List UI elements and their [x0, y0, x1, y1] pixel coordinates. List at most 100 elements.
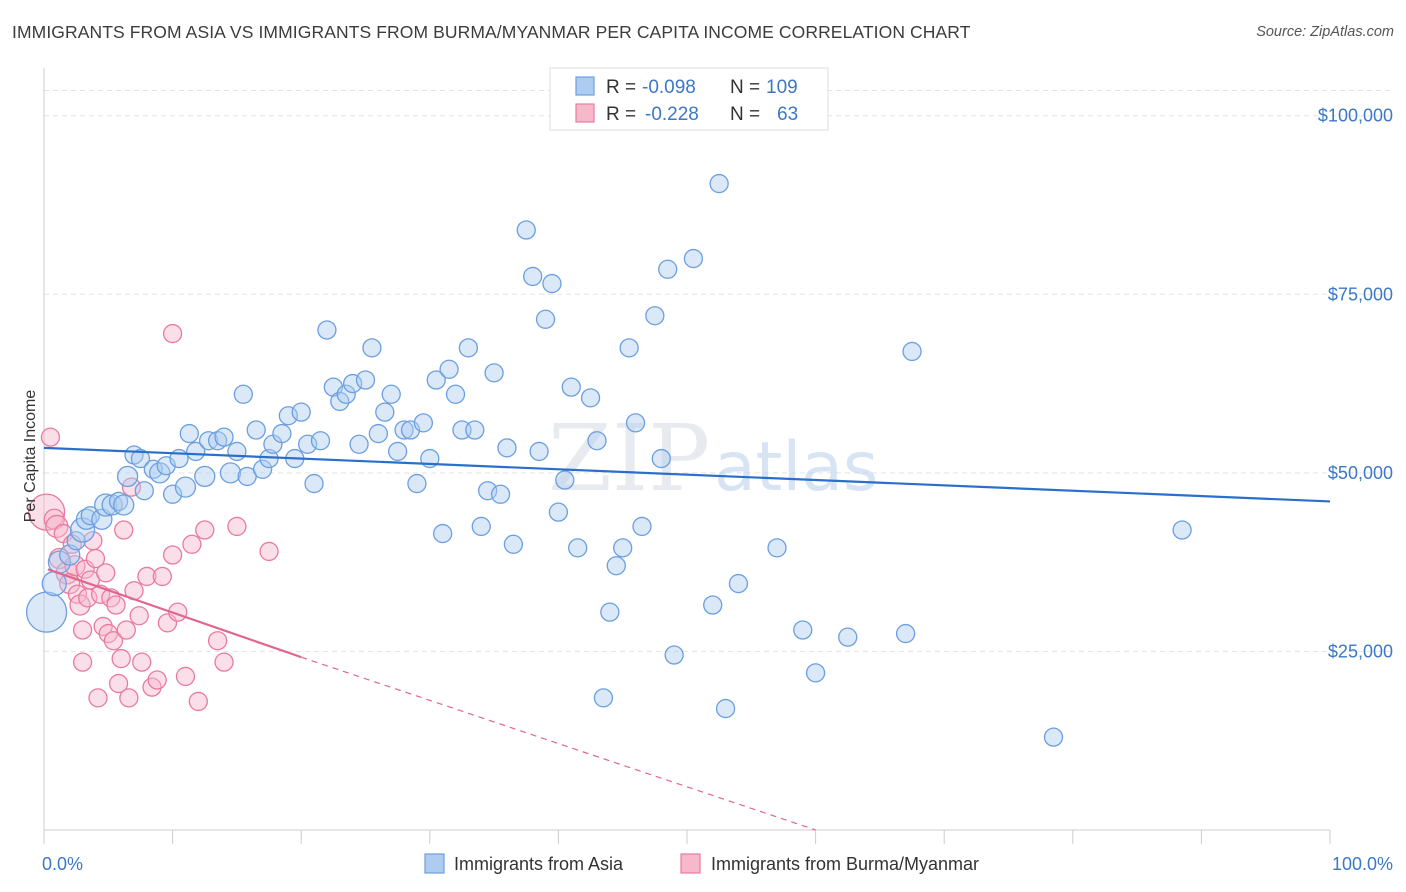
stats-n-value-burma: 63: [777, 104, 798, 125]
burma-point-36: [137, 566, 157, 587]
asia-point-16: [134, 481, 154, 501]
stats-r-value-burma: -0.228: [645, 104, 699, 125]
burma-point-19: [88, 688, 108, 708]
stats-legend-swatch-asia: [575, 76, 595, 96]
asia-point-44: [317, 320, 337, 340]
asia-point-78: [542, 273, 562, 294]
series-legend: Immigrants from Asia Immigrants from Bur…: [424, 853, 979, 874]
asia-point-0: [25, 591, 68, 633]
asia-point-40: [291, 402, 311, 422]
asia-point-103: [805, 663, 826, 683]
asia-point-92: [645, 306, 665, 326]
asia-point-89: [619, 338, 639, 358]
asia-point-77: [535, 309, 556, 329]
asia-point-47: [336, 384, 356, 404]
asia-point-91: [632, 516, 652, 537]
asia-point-105: [895, 623, 916, 644]
asia-point-80: [555, 470, 575, 490]
y-tick-label-3: $100,000: [1318, 106, 1393, 126]
asia-point-37: [272, 423, 292, 444]
axes: [43, 68, 1331, 844]
asia-point-106: [902, 341, 922, 362]
y-tick-label-1: $50,000: [1328, 463, 1393, 483]
asia-point-7: [80, 506, 100, 526]
asia-point-74: [516, 220, 536, 240]
stats-r-label-asia: R =: [606, 77, 636, 98]
stats-r-label-burma: R =: [606, 104, 636, 125]
asia-point-70: [484, 363, 504, 383]
x-tick-left: 0.0%: [42, 854, 83, 874]
stats-n-value-asia: 109: [766, 77, 798, 98]
burma-point-50: [259, 541, 279, 562]
burma-point-47: [207, 631, 228, 651]
asia-point-94: [658, 259, 678, 279]
asia-point-9: [94, 493, 118, 517]
stats-n-label-asia: N =: [730, 77, 760, 98]
burma-trend-line: [47, 568, 302, 659]
asia-point-73: [503, 534, 524, 554]
asia-point-28: [214, 427, 234, 447]
burma-point-22: [96, 563, 116, 583]
burma-point-13: [72, 652, 93, 672]
burma-point-26: [106, 595, 126, 615]
stats-r-value-asia: -0.098: [642, 77, 696, 98]
asia-point-59: [413, 413, 434, 433]
asia-point-62: [433, 523, 453, 544]
stats-n-label-burma: N =: [730, 104, 760, 125]
y-axis-title: Per Capita Income: [22, 390, 39, 523]
asia-point-51: [362, 338, 382, 358]
watermark-atlas: atlas: [714, 428, 878, 507]
asia-point-100: [728, 573, 749, 594]
burma-point-11: [69, 594, 91, 616]
burma-point-35: [132, 652, 152, 672]
asia-point-107: [1043, 727, 1064, 747]
legend-label-asia: Immigrants from Asia: [454, 854, 624, 874]
burma-point-1: [40, 427, 61, 447]
asia-point-82: [568, 538, 588, 558]
burma-point-39: [152, 566, 172, 587]
asia-point-81: [561, 377, 581, 397]
asia-point-75: [523, 266, 543, 287]
asia-point-30: [227, 441, 247, 462]
legend-label-burma: Immigrants from Burma/Myanmar: [711, 854, 979, 874]
asia-point-67: [465, 420, 485, 440]
x-tick-right: 100.0%: [1332, 854, 1393, 874]
asia-point-34: [252, 459, 273, 479]
asia-point-83: [580, 388, 601, 408]
asia-point-25: [194, 465, 216, 488]
asia-point-61: [426, 370, 446, 390]
burma-point-44: [182, 534, 202, 554]
asia-point-52: [368, 423, 389, 444]
burma-point-41: [162, 545, 183, 565]
stats-legend-box: [549, 67, 829, 131]
y-tick-labels: $25,000 $50,000 $75,000 $100,000: [1318, 106, 1393, 662]
asia-point-43: [310, 431, 331, 451]
trend-lines: [43, 446, 1331, 831]
asia-point-31: [233, 384, 253, 404]
x-tick-labels: 0.0% 100.0%: [42, 854, 1393, 874]
asia-point-56: [394, 420, 414, 440]
asia-point-64: [445, 384, 466, 404]
asia-point-97: [703, 595, 723, 615]
asia-point-24: [186, 441, 206, 462]
asia-trend-line: [43, 446, 1331, 503]
asia-point-101: [767, 538, 787, 558]
burma-point-28: [111, 648, 131, 669]
asia-point-86: [600, 602, 620, 622]
asia-point-87: [606, 556, 626, 576]
y-tick-label-0: $25,000: [1328, 641, 1393, 661]
asia-point-88: [613, 538, 633, 558]
burma-point-38: [147, 670, 167, 690]
asia-point-66: [458, 338, 479, 358]
asia-point-108: [1172, 520, 1192, 540]
asia-point-90: [625, 413, 646, 433]
watermark-zip: ZIP: [548, 405, 710, 512]
asia-point-23: [179, 423, 199, 444]
burma-point-43: [175, 666, 196, 687]
stats-legend-swatch-burma: [575, 103, 595, 123]
asia-point-13: [116, 465, 139, 488]
asia-point-54: [381, 384, 401, 404]
burma-point-25: [103, 631, 124, 651]
asia-point-72: [497, 438, 517, 458]
